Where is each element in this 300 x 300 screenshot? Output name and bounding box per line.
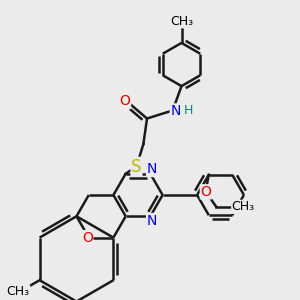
- Text: N: N: [170, 104, 181, 118]
- Text: CH₃: CH₃: [232, 200, 255, 213]
- Text: S: S: [131, 158, 142, 175]
- Text: O: O: [82, 231, 93, 244]
- Text: CH₃: CH₃: [7, 285, 30, 298]
- Text: CH₃: CH₃: [170, 15, 193, 28]
- Text: O: O: [120, 94, 130, 108]
- Text: O: O: [200, 185, 211, 199]
- Text: N: N: [147, 214, 157, 227]
- Text: N: N: [147, 163, 157, 176]
- Text: H: H: [183, 104, 193, 118]
